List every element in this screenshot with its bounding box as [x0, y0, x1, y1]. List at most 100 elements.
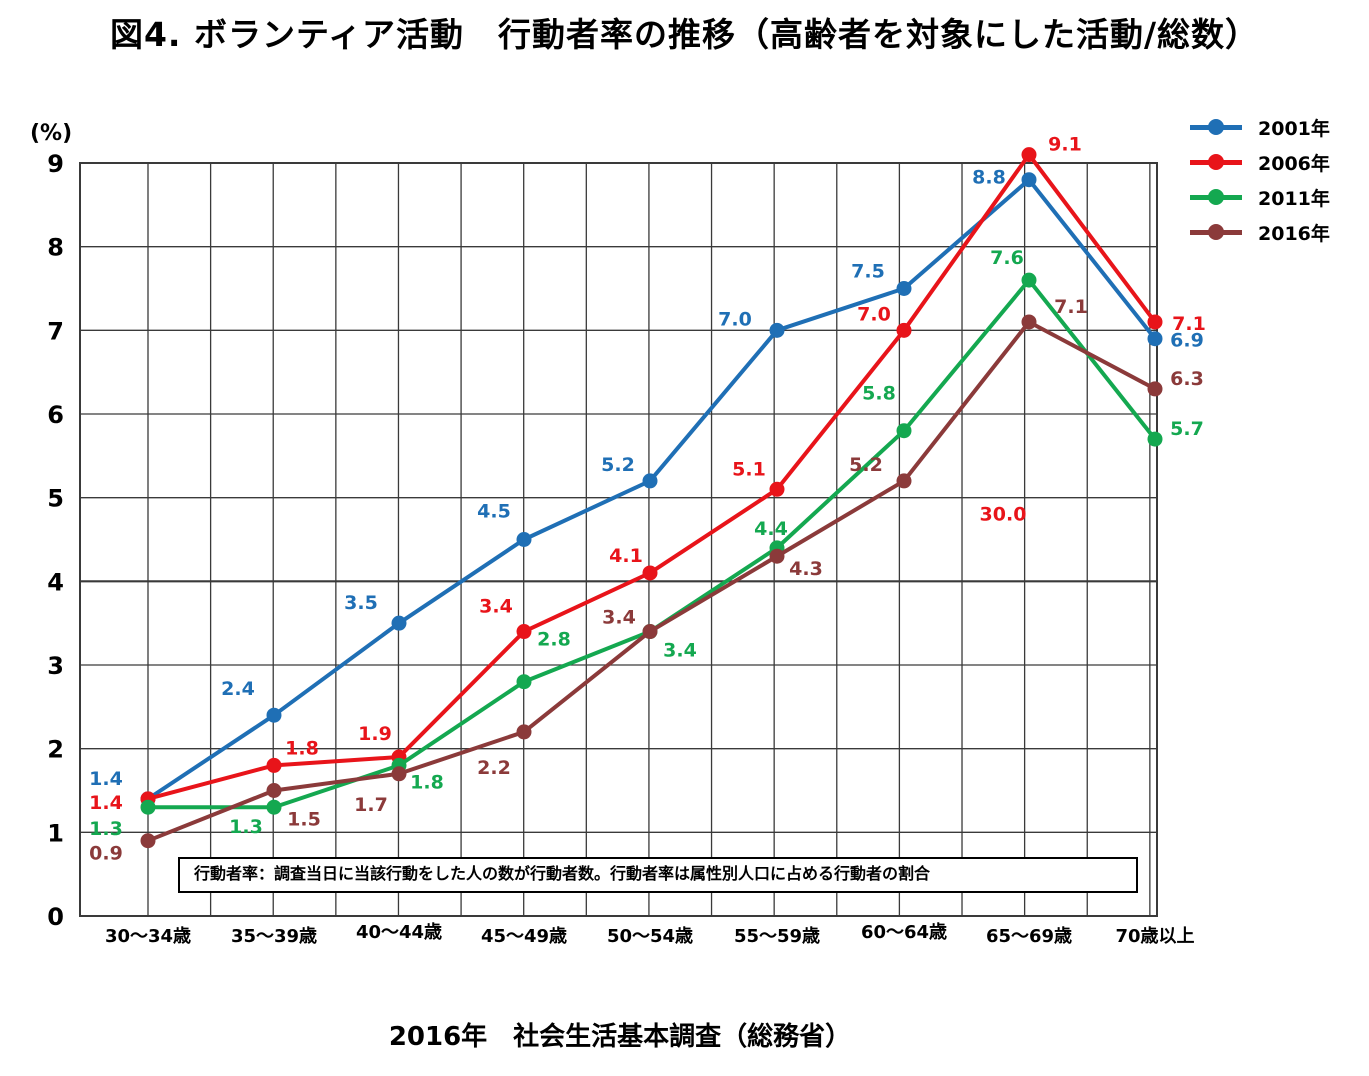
data-label: 4.1: [609, 545, 643, 567]
data-point: [516, 674, 532, 690]
legend-label: 2001年: [1258, 118, 1330, 140]
data-point: [140, 799, 156, 815]
source-label: 2016年 社会生活基本調査（総務省）: [388, 1022, 852, 1052]
data-point: [516, 724, 532, 740]
y-tick-label: 7: [47, 317, 64, 345]
data-point: [1147, 331, 1163, 347]
legend-marker-icon: [1208, 224, 1224, 240]
chart-title: 図4. ボランティア活動 行動者率の推移（高齢者を対象にした活動/総数）: [109, 15, 1260, 54]
x-tick-label: 45～49歳: [481, 926, 567, 947]
legend-marker-icon: [1208, 119, 1224, 135]
legend-marker-icon: [1208, 154, 1224, 170]
data-point: [266, 799, 282, 815]
note-box: 行動者率：調査当日に当該行動をした人の数が行動者数。行動者率は属性別人口に占める…: [178, 857, 1138, 893]
data-label: 8.8: [972, 167, 1006, 189]
data-point: [896, 473, 912, 489]
data-label: 6.3: [1170, 368, 1204, 390]
data-label: 2.8: [537, 629, 571, 651]
data-label: 3.5: [344, 592, 378, 614]
data-point: [266, 757, 282, 773]
y-tick-label: 9: [47, 150, 64, 178]
data-label: 7.1: [1172, 313, 1206, 335]
y-tick-label: 3: [47, 652, 64, 680]
data-label: 3.4: [479, 596, 513, 618]
data-point: [391, 615, 407, 631]
data-label: 6.9: [1170, 330, 1204, 352]
data-point: [1021, 172, 1037, 188]
data-label: 1.4: [89, 768, 123, 790]
x-tick-label: 35～39歳: [231, 926, 317, 947]
x-tick-label: 60～64歳: [861, 922, 947, 943]
data-label: 0.9: [89, 843, 123, 865]
data-label: 5.2: [849, 454, 883, 476]
data-point: [391, 766, 407, 782]
y-tick-label: 0: [47, 903, 64, 931]
y-tick-label: 4: [47, 568, 64, 596]
y-tick-label: 5: [47, 485, 64, 513]
data-point: [896, 423, 912, 439]
data-label: 5.7: [1170, 418, 1204, 440]
data-point: [642, 565, 658, 581]
data-point: [1021, 272, 1037, 288]
annotation-label: 30.0: [980, 504, 1027, 526]
data-label: 5.2: [601, 454, 635, 476]
data-point: [266, 783, 282, 798]
data-label: 7.0: [857, 303, 891, 325]
x-tick-label: 65～69歳: [986, 926, 1072, 947]
data-label: 5.1: [732, 458, 766, 480]
data-label: 1.7: [354, 794, 388, 816]
data-point: [1147, 381, 1163, 397]
data-label: 2.4: [221, 678, 255, 700]
data-label: 5.8: [862, 383, 896, 405]
data-label: 1.9: [358, 723, 392, 745]
y-tick-label: 2: [47, 736, 64, 764]
data-point: [769, 548, 785, 564]
legend-label: 2011年: [1258, 188, 1330, 210]
data-label: 2.2: [477, 757, 511, 779]
data-point: [1147, 431, 1163, 447]
data-point: [1021, 147, 1037, 163]
data-label: 4.5: [477, 501, 511, 523]
data-label: 7.6: [990, 247, 1024, 269]
y-tick-label: 1: [47, 819, 64, 847]
data-point: [642, 624, 658, 640]
legend-label: 2006年: [1258, 153, 1330, 175]
data-label: 7.5: [851, 261, 885, 283]
y-tick-label: 8: [47, 234, 64, 262]
x-tick-label: 40～44歳: [356, 922, 442, 943]
data-label: 1.3: [229, 816, 263, 838]
data-label: 4.3: [789, 558, 823, 580]
data-point: [769, 322, 785, 338]
data-label: 1.3: [89, 818, 123, 840]
data-point: [140, 833, 156, 849]
x-tick-label: 30～34歳: [105, 926, 191, 947]
x-tick-label: 55～59歳: [734, 926, 820, 947]
plot-frame: [79, 162, 1158, 917]
y-tick-label: 6: [47, 401, 64, 429]
data-point: [642, 473, 658, 489]
data-point: [896, 322, 912, 338]
data-point: [1147, 314, 1163, 330]
series-line-0: [146, 177, 1157, 801]
data-label: 9.1: [1048, 134, 1082, 156]
data-label: 3.4: [602, 607, 636, 629]
data-label: 1.5: [287, 809, 321, 831]
x-tick-label: 70歳以上: [1115, 926, 1194, 947]
data-label: 1.8: [285, 737, 319, 759]
data-label: 7.1: [1054, 296, 1088, 318]
legend-label: 2016年: [1258, 223, 1330, 245]
data-point: [266, 707, 282, 723]
data-point: [516, 532, 532, 547]
data-label: 7.0: [718, 308, 752, 330]
data-point: [896, 281, 912, 296]
data-label: 1.4: [89, 792, 123, 814]
legend-marker-icon: [1208, 189, 1224, 205]
data-label: 1.8: [410, 771, 444, 793]
data-point: [516, 624, 532, 640]
data-point: [769, 481, 785, 497]
data-label: 3.4: [663, 640, 697, 662]
data-point: [1021, 314, 1037, 330]
y-axis-label: (%): [30, 121, 72, 146]
data-label: 4.4: [754, 518, 788, 540]
